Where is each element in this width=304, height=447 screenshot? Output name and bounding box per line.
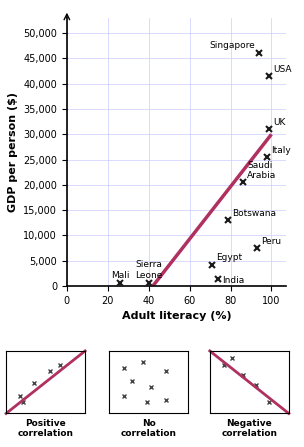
- Text: Saudi
Arabia: Saudi Arabia: [247, 161, 276, 180]
- X-axis label: Adult literacy (%): Adult literacy (%): [122, 312, 231, 321]
- Text: UK: UK: [274, 118, 286, 127]
- Text: Sierra
Leone: Sierra Leone: [135, 260, 162, 279]
- Text: No
correlation: No correlation: [121, 419, 177, 438]
- Text: Positive
correlation: Positive correlation: [18, 419, 74, 438]
- Text: Mali: Mali: [111, 270, 129, 279]
- Text: USA: USA: [274, 65, 292, 74]
- Y-axis label: GDP per person ($): GDP per person ($): [8, 92, 18, 212]
- Text: Negative
correlation: Negative correlation: [221, 419, 277, 438]
- Text: Singapore: Singapore: [209, 41, 255, 50]
- Text: Peru: Peru: [261, 237, 281, 246]
- Text: India: India: [222, 276, 245, 285]
- Text: Egypt: Egypt: [216, 253, 242, 262]
- Text: Italy: Italy: [271, 146, 291, 155]
- Text: Botswana: Botswana: [233, 209, 277, 218]
